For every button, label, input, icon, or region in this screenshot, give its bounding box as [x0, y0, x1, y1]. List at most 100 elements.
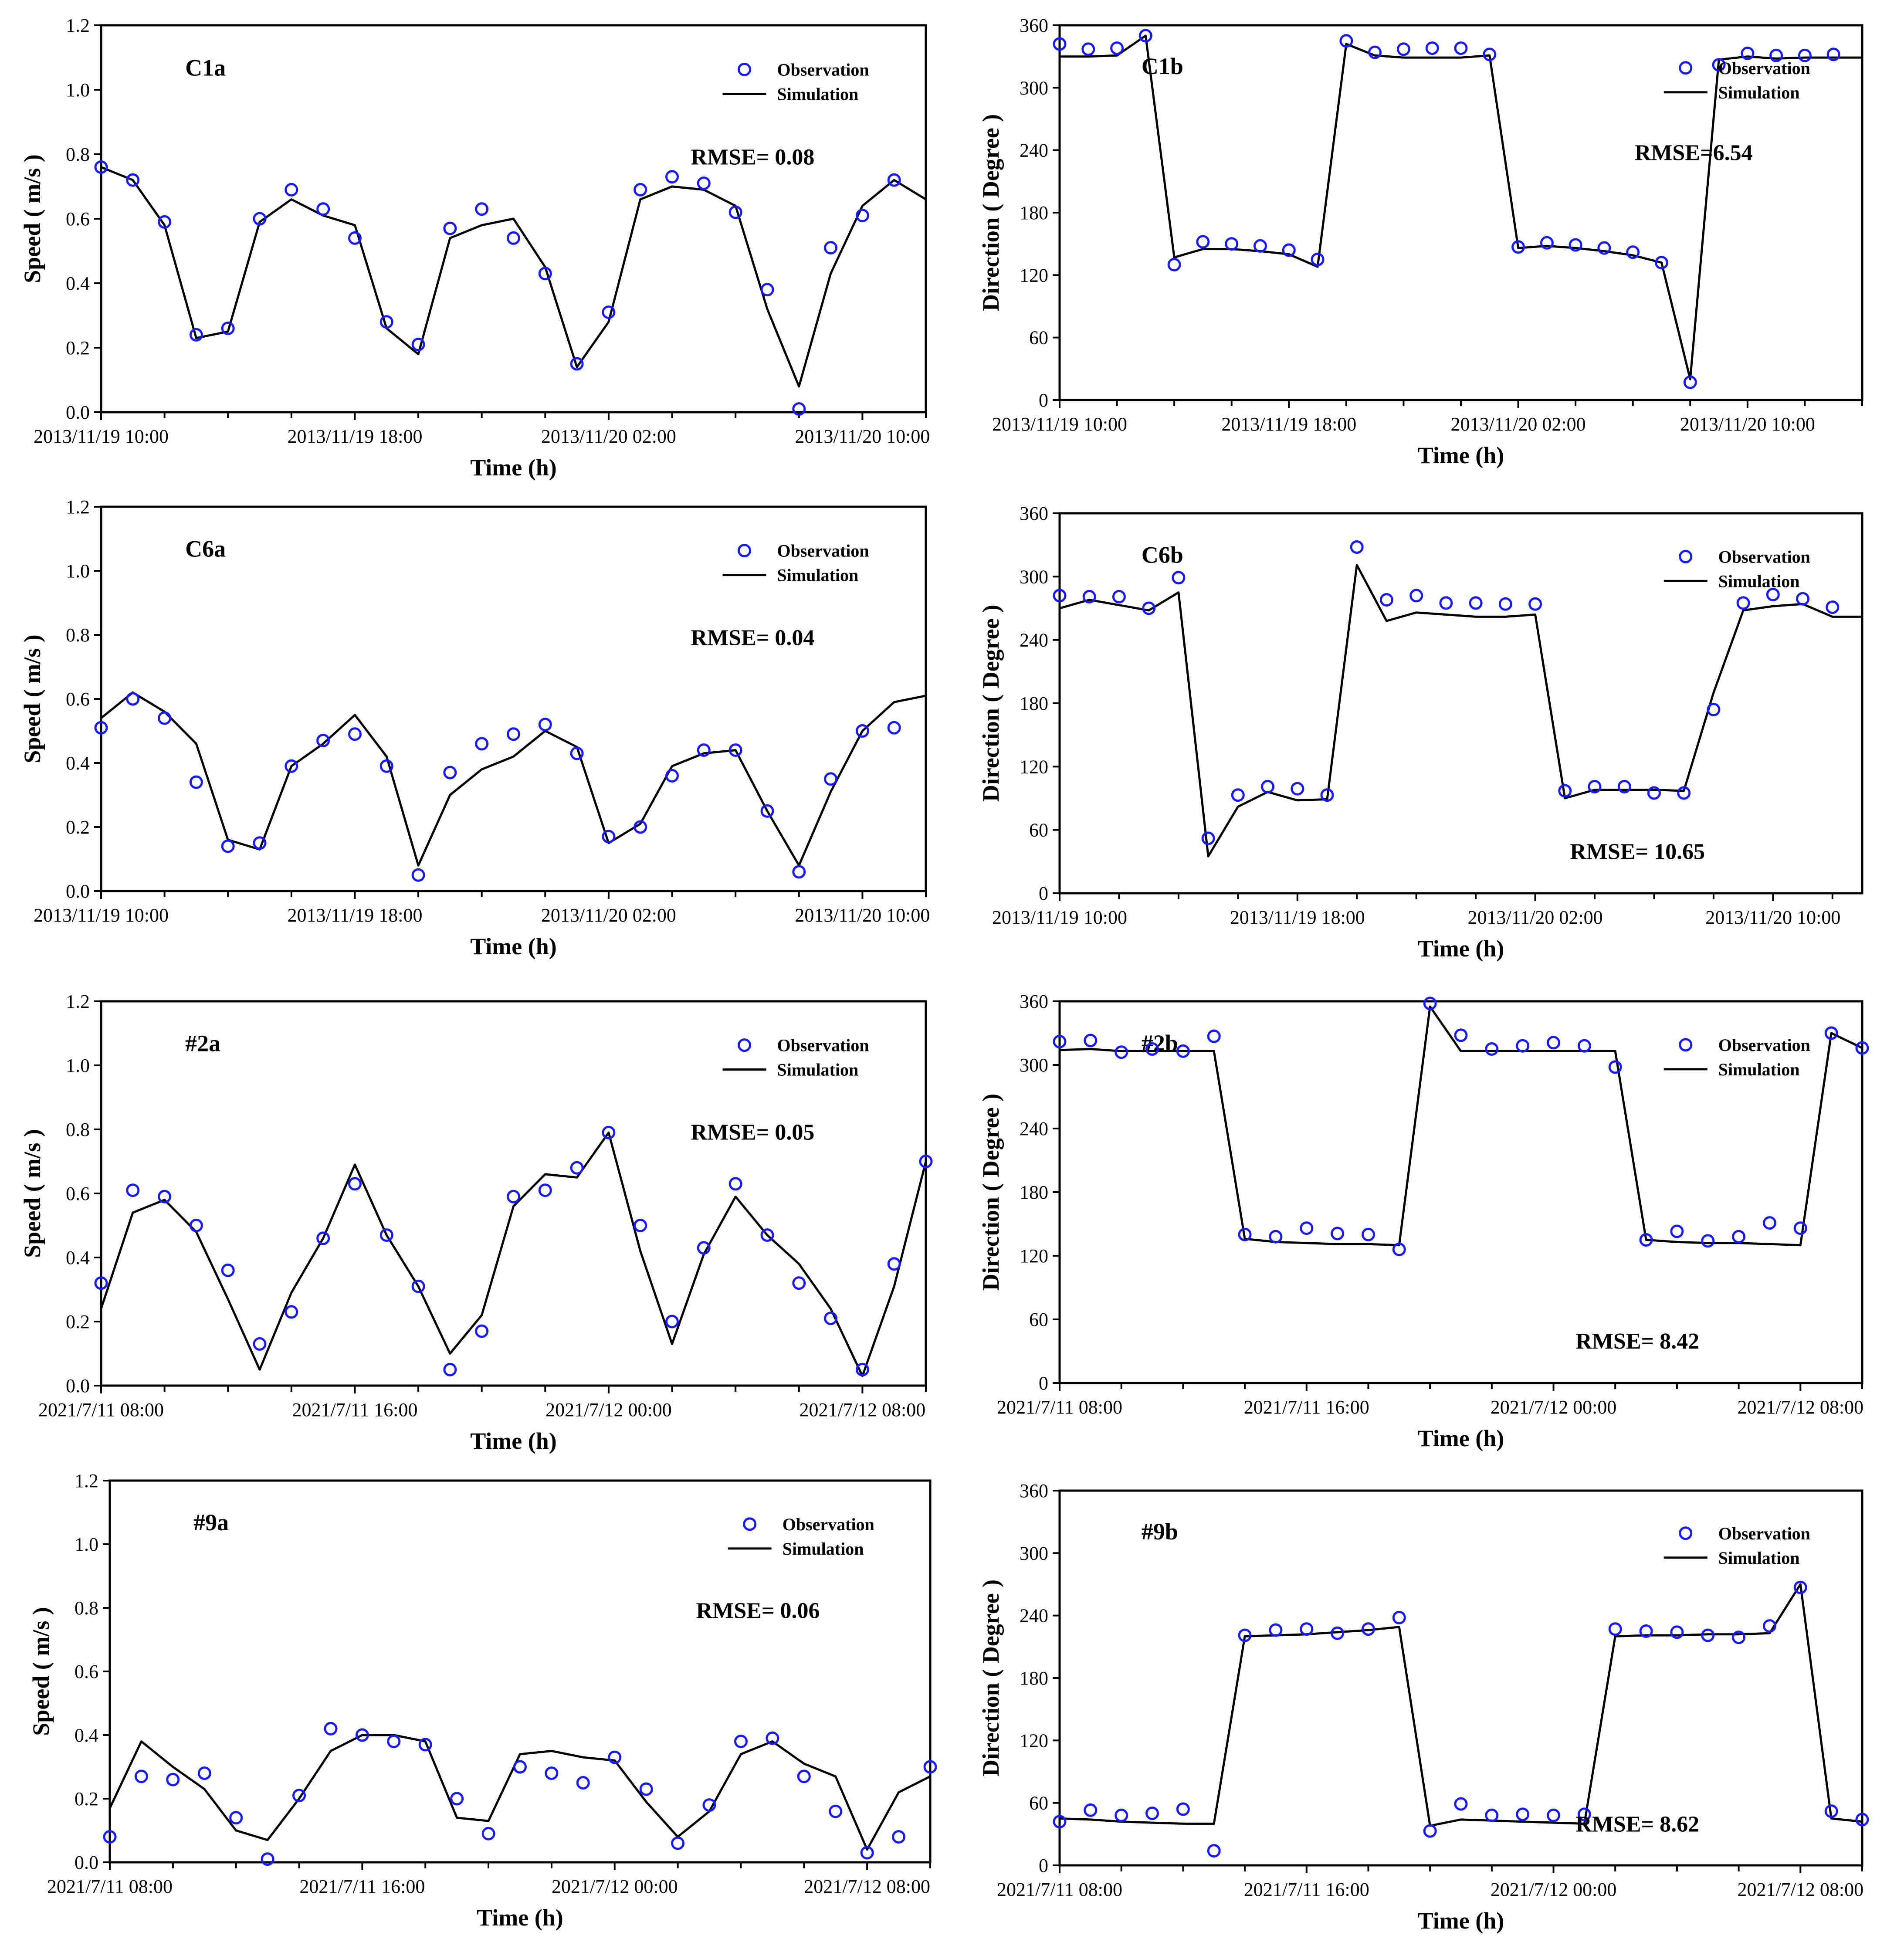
- panel-label: C6a: [185, 536, 226, 562]
- observation-point: [103, 1830, 117, 1844]
- x-tick-label: 2013/11/20 10:00: [795, 905, 930, 926]
- x-tick-label: 2013/11/20 02:00: [1468, 907, 1603, 928]
- simulation-line: [1060, 1583, 1862, 1827]
- observation-point: [1269, 1230, 1283, 1244]
- observation-point: [126, 692, 140, 706]
- y-tick-label: 0.0: [66, 881, 90, 902]
- observation-point: [126, 173, 140, 187]
- y-tick-label: 180: [1020, 202, 1048, 224]
- observation-point: [1670, 1224, 1684, 1238]
- observation-point: [158, 215, 172, 229]
- y-tick-label: 240: [1020, 140, 1048, 161]
- observation-point: [443, 1363, 457, 1376]
- observation-point: [1138, 29, 1152, 43]
- y-tick-label: 300: [1020, 77, 1048, 98]
- y-tick-label: 240: [1020, 630, 1048, 651]
- panel-label: C6b: [1142, 542, 1183, 568]
- legend-observation-label: Observation: [777, 541, 869, 561]
- y-tick-label: 0: [1039, 390, 1048, 411]
- observation-point: [1626, 245, 1640, 259]
- observation-point: [1516, 1039, 1530, 1053]
- legend-observation-label: Observation: [1718, 58, 1810, 78]
- observation-point: [1423, 997, 1437, 1010]
- observation-point: [1741, 47, 1755, 60]
- y-axis-title: Speed ( m/s ): [19, 154, 45, 283]
- observation-point: [728, 1177, 742, 1191]
- observation-point: [1176, 1044, 1190, 1058]
- x-tick-label: 2021/7/12 00:00: [552, 1876, 678, 1897]
- observation-point: [1826, 47, 1840, 61]
- y-tick-label: 0.8: [66, 624, 90, 646]
- observation-point: [829, 1804, 843, 1818]
- observation-point: [1339, 34, 1353, 48]
- observation-point: [285, 1305, 298, 1319]
- observation-point: [197, 1766, 211, 1780]
- y-tick-label: 180: [1020, 1668, 1048, 1689]
- observation-point: [697, 743, 711, 757]
- x-tick-label: 2021/7/11 16:00: [1244, 1397, 1369, 1418]
- x-tick-label: 2013/11/19 18:00: [1221, 414, 1356, 435]
- y-tick-label: 0: [1039, 883, 1048, 904]
- chart-c1b: 0 60 120 180 240 300 360 2013/11/19 10:00 2013/1…: [978, 15, 1863, 468]
- observation-point: [1826, 600, 1840, 614]
- observation-point: [316, 734, 330, 747]
- observation-point: [1145, 1807, 1159, 1820]
- observation-point: [1172, 571, 1186, 585]
- observation-point: [1238, 1227, 1252, 1241]
- observation-point: [1647, 786, 1661, 800]
- observation-point: [355, 1728, 369, 1742]
- observation-point: [387, 1735, 401, 1749]
- observation-point: [285, 183, 298, 197]
- y-tick-label: 1.2: [66, 15, 90, 36]
- y-tick-label: 0.2: [66, 337, 90, 359]
- chart-n2b: 0 60 120 180 240 300 360 2021/7/11 08:00 2021/7/…: [978, 991, 1869, 1451]
- rmse-annotation: RMSE=6.54: [1635, 141, 1753, 166]
- observation-point: [1483, 47, 1497, 61]
- y-tick-label: 0.4: [75, 1725, 98, 1746]
- rmse-annotation: RMSE= 0.06: [696, 1598, 820, 1623]
- observation-point: [189, 328, 203, 342]
- rmse-annotation: RMSE= 0.05: [691, 1120, 815, 1145]
- observation-point: [316, 202, 330, 216]
- x-tick-label: 2021/7/11 16:00: [292, 1399, 417, 1420]
- x-tick-label: 2013/11/19 10:00: [34, 905, 169, 926]
- observation-point: [189, 775, 203, 789]
- legend-observation-label: Observation: [777, 60, 869, 79]
- y-tick-label: 0.4: [66, 752, 90, 774]
- x-axis-title: Time (h): [470, 454, 557, 481]
- observation-point: [285, 759, 298, 773]
- observation-point: [1082, 590, 1096, 603]
- plot-frame: [1058, 512, 1863, 895]
- y-tick-label: 1.0: [66, 560, 90, 582]
- y-tick-label: 1.2: [66, 991, 90, 1012]
- legend-observation-marker: [743, 1517, 757, 1531]
- legend-observation-marker: [1679, 1038, 1693, 1052]
- y-tick-label: 0.0: [66, 402, 90, 423]
- y-tick-label: 300: [1020, 1054, 1048, 1076]
- observation-point: [1425, 41, 1439, 55]
- observation-point: [1207, 1844, 1221, 1858]
- legend-observation-marker: [738, 62, 752, 76]
- observation-point: [450, 1792, 464, 1806]
- observation-point: [253, 836, 267, 850]
- x-tick-label: 2021/7/11 08:00: [997, 1397, 1122, 1418]
- y-tick-label: 240: [1020, 1605, 1048, 1627]
- x-axis-title: Time (h): [1418, 936, 1504, 962]
- observation-point: [1053, 1035, 1067, 1048]
- observation-point: [639, 1782, 653, 1796]
- observation-point: [1469, 596, 1483, 610]
- rmse-annotation: RMSE= 8.42: [1575, 1329, 1699, 1354]
- legend-observation-marker: [1679, 61, 1693, 75]
- observation-point: [824, 241, 838, 255]
- observation-point: [1112, 590, 1126, 603]
- rmse-annotation: RMSE= 8.62: [1575, 1812, 1699, 1837]
- observation-point: [1225, 237, 1239, 251]
- y-tick-label: 0: [1039, 1373, 1048, 1394]
- y-axis-title: Speed ( m/s ): [19, 634, 45, 763]
- x-tick-label: 2021/7/11 08:00: [38, 1399, 164, 1420]
- x-tick-label: 2021/7/11 08:00: [47, 1876, 173, 1897]
- observation-point: [1485, 1808, 1499, 1822]
- observation-point: [1207, 1029, 1221, 1043]
- observation-point: [411, 338, 425, 352]
- observation-point: [1311, 253, 1325, 266]
